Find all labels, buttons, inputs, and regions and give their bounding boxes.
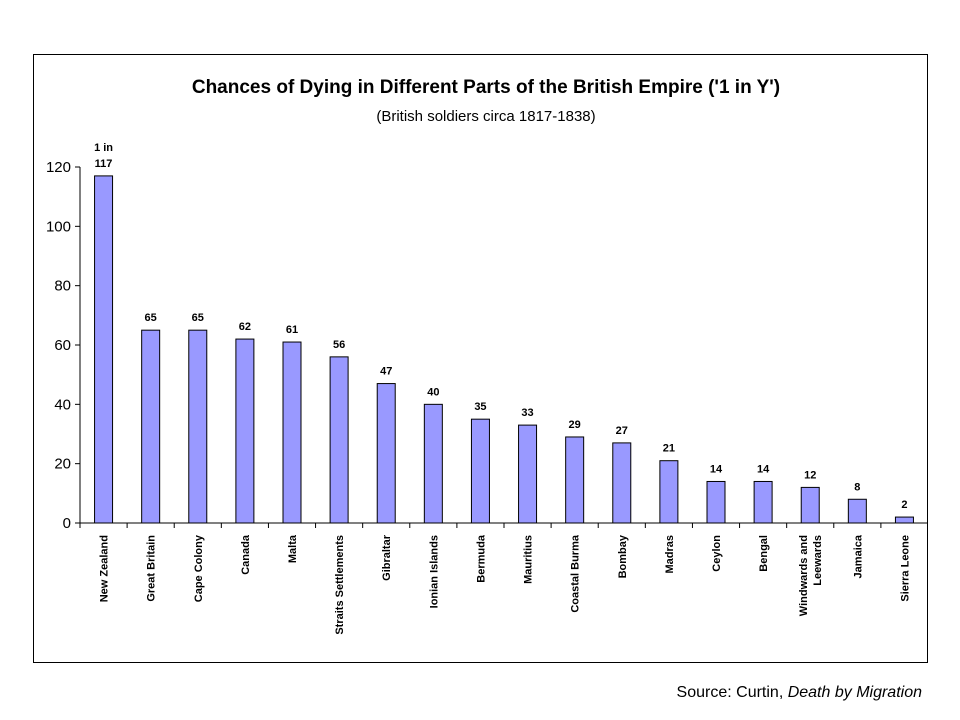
bar [423,403,443,524]
bar [612,442,632,524]
bar [518,424,538,524]
chart-subtitle: (British soldiers circa 1817-1838) [376,108,595,125]
source-title: Death by Migration [787,684,922,701]
source-citation: Source: Curtin, Death by Migration [677,684,922,702]
bar [188,329,208,524]
x-category-label: Jamaica [852,534,864,578]
data-label: 117 [95,158,113,170]
data-label: 8 [854,481,860,493]
bar [753,480,773,524]
x-category-label: Bermuda [475,534,487,583]
y-tick-label: 100 [46,218,71,235]
bar [565,436,585,524]
data-label: 47 [380,366,392,378]
y-tick-label: 40 [54,396,71,413]
x-category-label: Bengal [758,535,770,572]
x-category-label: Straits Settlements [334,535,346,635]
x-category-label: Great Britain [146,535,158,602]
bar [282,341,302,524]
x-category-label: Coastal Burma [570,534,582,613]
x-category-label: Ionian Islands [428,535,440,608]
data-label: 56 [333,339,345,351]
y-tick-label: 120 [46,159,71,176]
data-label: 21 [663,443,675,455]
source-prefix: Source: Curtin, [676,684,788,701]
x-category-label: Leewards [812,535,824,586]
data-label: 14 [710,463,723,475]
y-tick-label: 20 [54,456,71,473]
data-label: 61 [286,324,298,336]
bar [706,480,726,524]
bar [94,175,114,524]
data-label: 65 [192,312,204,324]
data-label: 40 [427,386,439,398]
bar [141,329,161,524]
data-label: 14 [757,463,770,475]
bar [235,338,255,524]
x-category-label: Madras [664,535,676,574]
data-label: 62 [239,321,251,333]
bar-chart: Chances of Dying in Different Parts of t… [46,77,927,635]
x-category-label: Mauritius [523,535,535,584]
x-category-label: Canada [240,534,252,575]
x-category-label: New Zealand [99,535,111,602]
bar [894,516,914,524]
y-tick-label: 60 [54,337,71,354]
x-category-label: Bombay [617,534,629,578]
data-label: 2 [901,499,907,511]
x-category-label: Ceylon [711,535,723,572]
data-label: 65 [145,312,157,324]
bar [329,356,349,524]
data-label-prefix: 1 in [94,142,113,154]
data-label: 27 [616,425,628,437]
x-category-label: Gibraltar [381,534,393,581]
chart-title: Chances of Dying in Different Parts of t… [192,77,780,98]
chart-frame: Chances of Dying in Different Parts of t… [33,54,928,663]
bar [470,418,490,524]
bar [847,498,867,524]
bar [800,486,820,524]
data-label: 35 [474,401,486,413]
data-label: 29 [569,419,581,431]
data-label: 12 [804,469,816,481]
x-category-label: Malta [287,534,299,563]
x-category-label: Cape Colony [193,534,205,602]
bar [376,383,396,524]
bar [659,460,679,524]
y-tick-label: 0 [63,515,71,532]
x-category-label: Windwards and [798,535,810,616]
x-category-label: Sierra Leone [899,535,911,602]
data-label: 33 [521,407,533,419]
y-tick-label: 80 [54,278,71,295]
